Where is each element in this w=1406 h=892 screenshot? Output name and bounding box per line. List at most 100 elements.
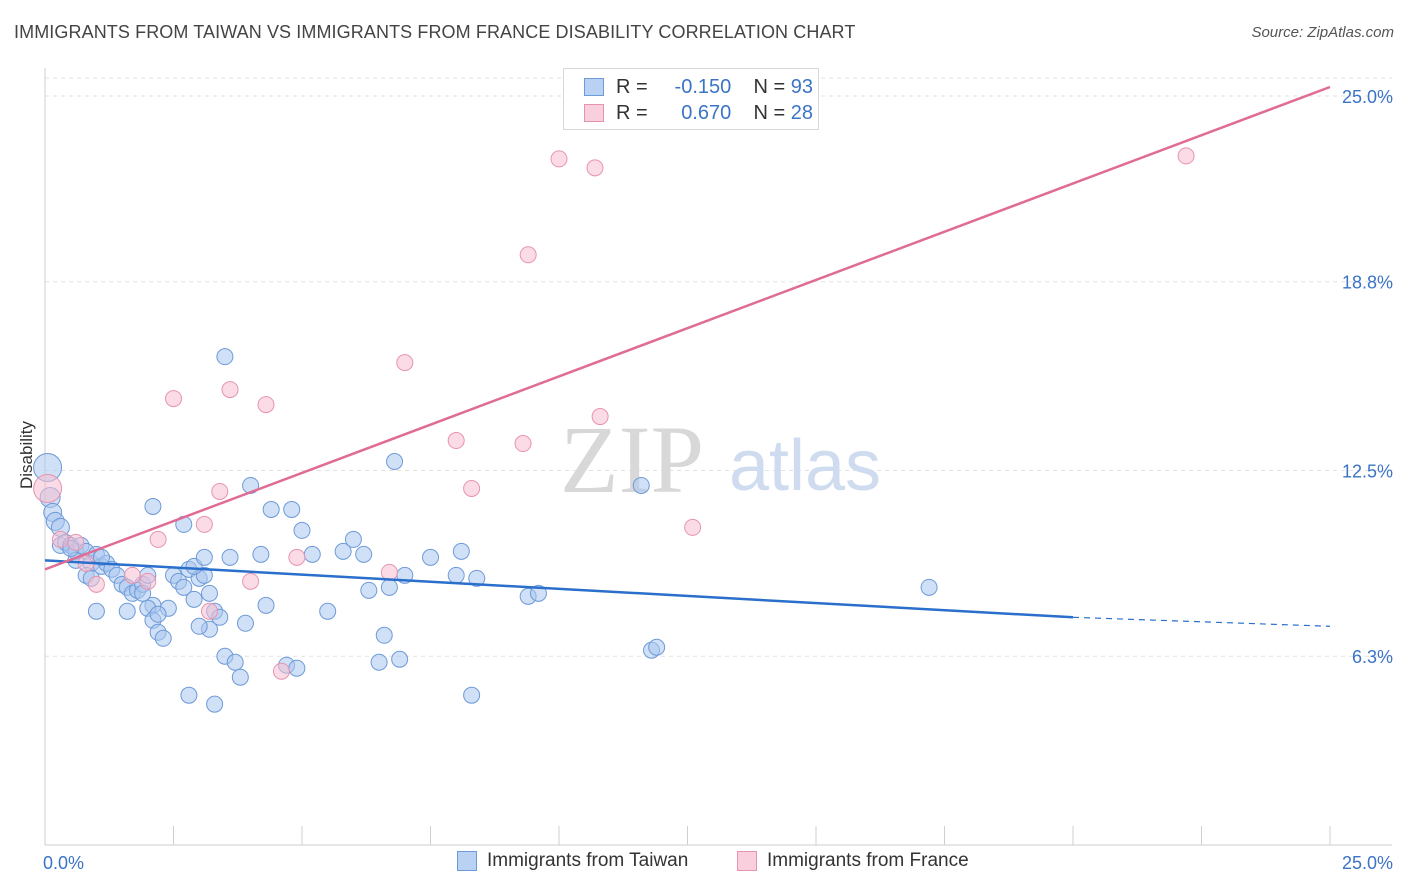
france-point [123, 566, 141, 584]
taiwan-point [344, 530, 362, 548]
taiwan-trend-extension [1072, 616, 1331, 627]
taiwan-point [216, 348, 234, 366]
taiwan-point [632, 476, 650, 494]
bottom-france-label: Immigrants from France [767, 850, 969, 871]
taiwan-trend-line [44, 559, 1074, 619]
france-r-value: 0.670 [681, 101, 732, 124]
taiwan-point [154, 629, 172, 647]
taiwan-point [391, 650, 409, 668]
trend-lines [44, 85, 1331, 627]
france-point [139, 572, 157, 590]
france-point [51, 530, 69, 548]
bottom-france-swatch [737, 851, 757, 871]
taiwan-point [200, 584, 218, 602]
taiwan-point [293, 521, 311, 539]
france-point [396, 354, 414, 372]
taiwan-point [226, 653, 244, 671]
taiwan-point [380, 578, 398, 596]
series-france-points [33, 147, 1195, 680]
tick-labels: 6.3% 12.5% 18.8% 25.0% 0.0% 25.0% [43, 87, 1393, 873]
france-point [195, 515, 213, 533]
taiwan-point [262, 500, 280, 518]
x-tick-label-max: 25.0% [1342, 853, 1393, 873]
taiwan-r-label: R = [616, 75, 648, 98]
chart-title: IMMIGRANTS FROM TAIWAN VS IMMIGRANTS FRO… [14, 22, 856, 42]
taiwan-point [375, 626, 393, 644]
france-point [550, 150, 568, 168]
taiwan-point [360, 581, 378, 599]
france-point [684, 518, 702, 536]
source-label: Source: ZipAtlas.com [1251, 24, 1394, 41]
france-point [242, 572, 260, 590]
series-taiwan-points [33, 348, 938, 713]
france-point [514, 435, 532, 453]
france-point [33, 473, 63, 503]
france-point [87, 575, 105, 593]
france-point [200, 602, 218, 620]
taiwan-point [334, 542, 352, 560]
france-point [149, 530, 167, 548]
france-trend-line [44, 85, 1331, 571]
taiwan-point [144, 497, 162, 515]
taiwan-point [303, 545, 321, 563]
bottom-legend-france: Immigrants from France [737, 850, 969, 872]
taiwan-point [920, 578, 938, 596]
france-point [288, 548, 306, 566]
y-tick-label: 12.5% [1342, 461, 1393, 481]
france-point [463, 479, 481, 497]
france-swatch [584, 104, 604, 122]
taiwan-point [175, 578, 193, 596]
taiwan-point [87, 602, 105, 620]
france-point [67, 533, 85, 551]
taiwan-swatch [584, 78, 604, 96]
x-tick-label-min: 0.0% [43, 853, 84, 873]
y-tick-label: 25.0% [1342, 87, 1393, 107]
france-r-label: R = [616, 101, 648, 124]
bottom-taiwan-label: Immigrants from Taiwan [487, 850, 689, 871]
taiwan-point [319, 602, 337, 620]
taiwan-r-value: -0.150 [674, 75, 732, 98]
france-point [165, 390, 182, 408]
taiwan-point [180, 686, 198, 704]
france-point [221, 381, 239, 399]
bottom-taiwan-swatch [457, 851, 477, 871]
y-tick-label: 6.3% [1352, 647, 1393, 667]
taiwan-point [231, 668, 249, 686]
france-point [591, 408, 609, 426]
y-tick-label: 18.8% [1342, 273, 1393, 293]
taiwan-point [257, 596, 275, 614]
taiwan-n-value: 93 [790, 75, 813, 98]
taiwan-point [221, 548, 239, 566]
grid-lines [45, 77, 1392, 657]
france-point [257, 396, 275, 414]
taiwan-point [288, 659, 306, 677]
taiwan-point [452, 542, 470, 560]
watermark-zip: ZIP [560, 406, 704, 513]
taiwan-point [283, 500, 301, 518]
taiwan-point [468, 569, 486, 587]
y-axis-label: Disability [17, 420, 36, 490]
taiwan-point [149, 605, 167, 623]
taiwan-point [529, 584, 547, 602]
taiwan-point [370, 653, 388, 671]
france-point [586, 159, 604, 177]
taiwan-point [447, 566, 465, 584]
taiwan-point [195, 548, 213, 566]
taiwan-point [206, 695, 224, 713]
taiwan-point [422, 548, 439, 566]
france-n-value: 28 [790, 101, 813, 124]
france-point [1177, 147, 1195, 165]
stats-legend: R = -0.150 N = 93 R = 0.670 N = 28 [563, 68, 819, 130]
watermark-atlas: atlas [729, 426, 881, 506]
taiwan-point [648, 638, 666, 656]
axes [44, 68, 1392, 846]
taiwan-point [236, 614, 254, 632]
taiwan-point [185, 590, 203, 608]
bottom-legend-taiwan: Immigrants from Taiwan [457, 850, 688, 872]
taiwan-point [118, 602, 136, 620]
watermark: ZIP atlas [560, 406, 881, 513]
legend-row-france: R = 0.670 N = 28 [584, 100, 813, 126]
taiwan-point [463, 686, 481, 704]
france-point [211, 482, 229, 500]
